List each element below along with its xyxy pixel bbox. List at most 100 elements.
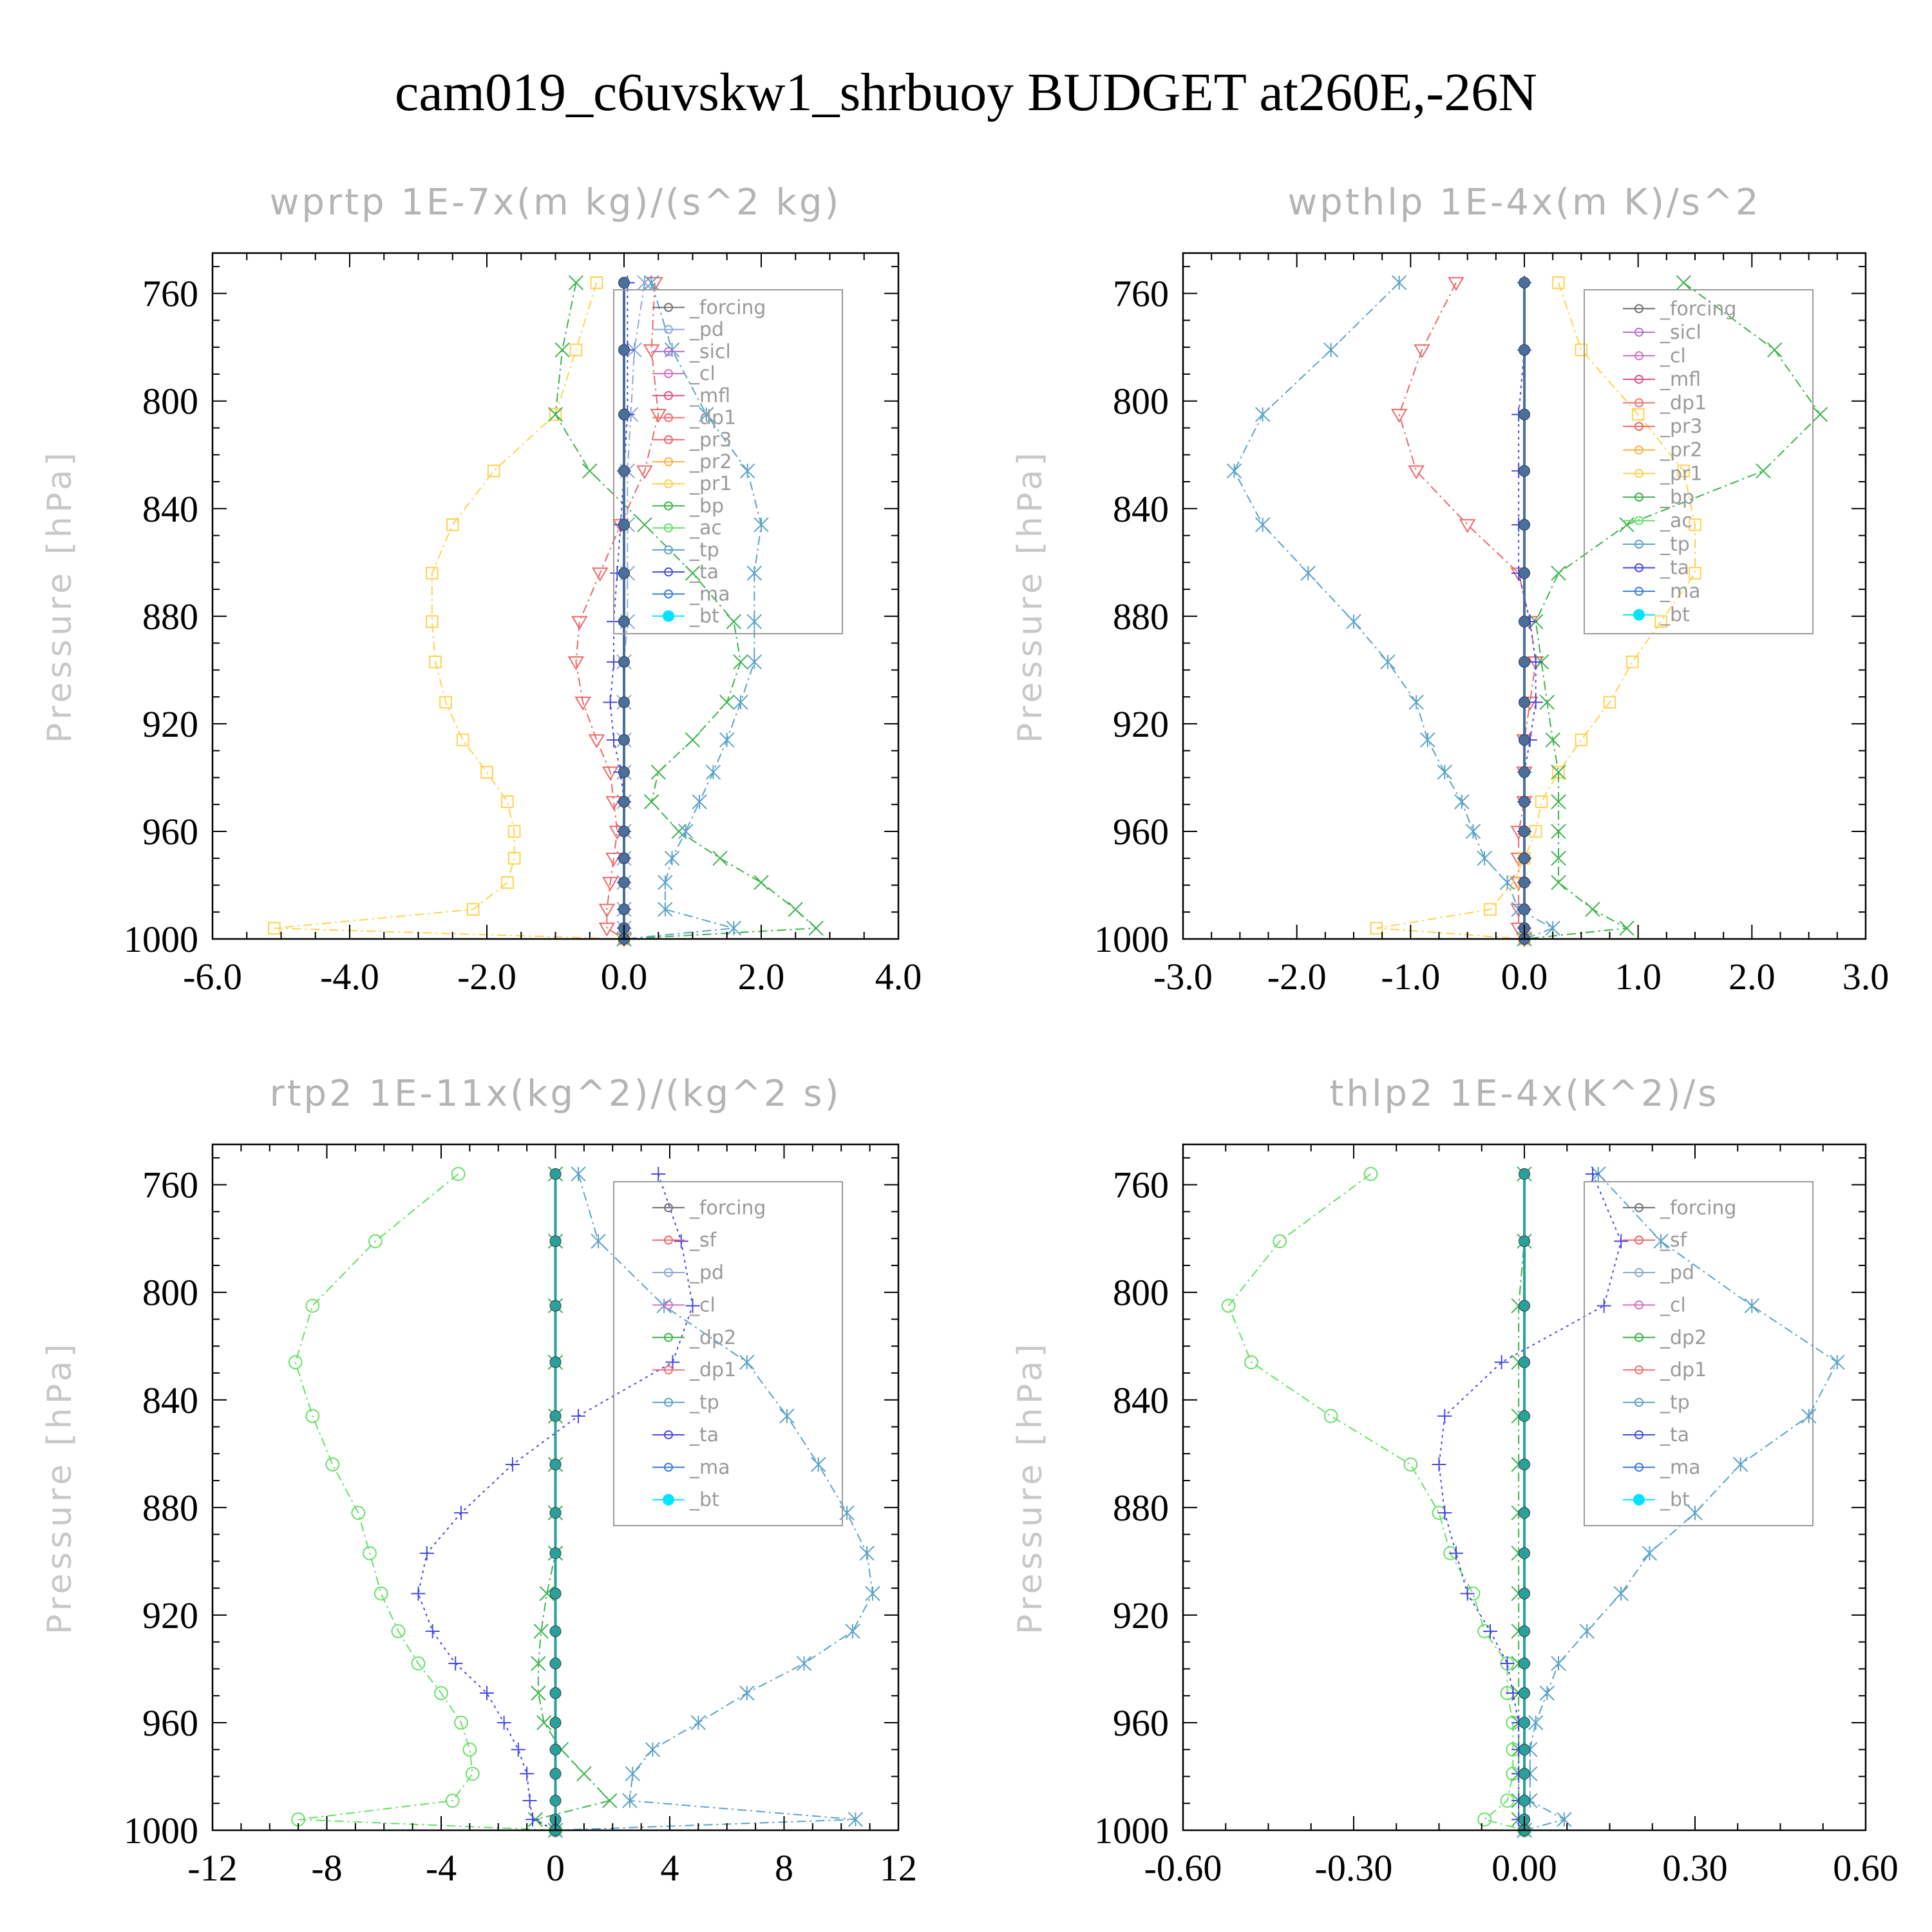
data-point (746, 654, 762, 670)
y-tick-label: 760 (142, 1164, 198, 1206)
series-bt (618, 276, 630, 945)
legend-item: _dp2 (652, 1327, 736, 1349)
x-tick-label: 2.0 (738, 956, 785, 998)
data-point (618, 408, 630, 421)
legend-item: _sicl (652, 341, 731, 363)
data-point (1519, 904, 1530, 916)
legend-label: _dp1 (689, 407, 736, 430)
legend-marker (1634, 351, 1643, 361)
data-point (1390, 408, 1408, 423)
data-point (618, 518, 630, 531)
legend-item: _dp2 (1623, 1327, 1707, 1349)
data-point (1689, 567, 1701, 580)
legend-label: _tp (689, 539, 719, 562)
series-line (1398, 282, 1537, 940)
y-tick-label: 760 (142, 273, 198, 315)
data-point (1519, 1587, 1530, 1600)
legend-label: _bt (689, 605, 719, 628)
data-point (1519, 1625, 1530, 1637)
data-point (590, 276, 603, 289)
data-point (1300, 565, 1316, 581)
legend-label: _mfl (689, 384, 730, 407)
data-point (1484, 903, 1497, 916)
legend-item: _pr1 (652, 473, 732, 495)
data-point (1519, 852, 1530, 864)
data-point (671, 824, 687, 839)
data-point (1631, 408, 1645, 421)
x-tick-label: -8 (311, 1847, 342, 1889)
data-point (1551, 764, 1566, 780)
data-point (808, 920, 824, 936)
data-point (1756, 463, 1771, 479)
legend-item: _cl (652, 1294, 715, 1316)
data-point (1519, 1300, 1530, 1312)
data-point (1654, 615, 1667, 628)
data-point (591, 1233, 606, 1249)
legend-item: _sf (1623, 1229, 1688, 1252)
series-line (1438, 1173, 1622, 1831)
legend-label: _pr1 (1660, 462, 1702, 485)
legend-marker (1634, 1268, 1643, 1278)
legend-frame (613, 1181, 843, 1526)
legend-item: _pr3 (652, 429, 732, 451)
legend-item: _bp (1623, 486, 1694, 509)
data-point (658, 875, 673, 890)
data-point (643, 275, 659, 290)
data-point (1626, 656, 1639, 668)
series-bt (1519, 1168, 1530, 1836)
data-point (1653, 1233, 1669, 1249)
data-point (480, 1686, 494, 1700)
legend-label: _pr3 (689, 429, 732, 451)
y-tick-label: 1000 (124, 1810, 198, 1852)
y-tick-label: 960 (142, 1702, 198, 1744)
legend-item: _ac (652, 517, 722, 540)
x-tick-label: 0 (546, 1847, 565, 1889)
legend-item: _pd (652, 1262, 724, 1284)
data-point (1575, 343, 1588, 357)
data-point (719, 694, 735, 710)
data-point (618, 796, 630, 808)
data-point (497, 1715, 511, 1730)
data-point (454, 1716, 468, 1730)
legend-label: _pr2 (1660, 439, 1702, 462)
legend-marker (1634, 540, 1643, 549)
series-tp (616, 275, 769, 947)
data-point (726, 614, 742, 629)
data-point (426, 567, 439, 580)
data-point (1801, 1408, 1817, 1424)
data-point (1363, 1167, 1378, 1181)
data-point (411, 1656, 426, 1671)
data-point (1551, 794, 1566, 810)
legend-label: _forcing (1660, 1197, 1736, 1219)
data-point (645, 1742, 661, 1757)
legend-label: _ta (1660, 1424, 1689, 1446)
series-line (1524, 1173, 1839, 1831)
data-point (1519, 344, 1530, 356)
data-point (1677, 464, 1690, 478)
legend-label: _bp (689, 495, 724, 517)
legend-marker (664, 501, 673, 511)
y-axis-label: Pressure [hPa] (41, 1340, 79, 1634)
legend-marker (664, 325, 673, 334)
data-point (582, 463, 598, 479)
y-tick-label: 880 (142, 1487, 198, 1529)
legend-item: _mfl (1623, 368, 1701, 391)
data-point (746, 614, 762, 629)
data-point (1519, 1547, 1530, 1559)
data-point (643, 794, 659, 810)
legend-item: _forcing (652, 1197, 766, 1219)
data-point (1226, 463, 1242, 479)
data-point (549, 1658, 562, 1670)
legend-marker (1634, 327, 1643, 337)
x-tick-label: -2.0 (1267, 956, 1327, 998)
data-point (1477, 1812, 1492, 1827)
data-point (1551, 851, 1566, 866)
data-point (1744, 1298, 1760, 1314)
legend-marker (1634, 469, 1643, 478)
legend-item: _tp (1623, 533, 1690, 556)
series-line (533, 1173, 611, 1831)
data-point (685, 565, 701, 581)
series-tp (1226, 275, 1560, 947)
data-point (1519, 696, 1530, 708)
data-point (618, 876, 630, 889)
